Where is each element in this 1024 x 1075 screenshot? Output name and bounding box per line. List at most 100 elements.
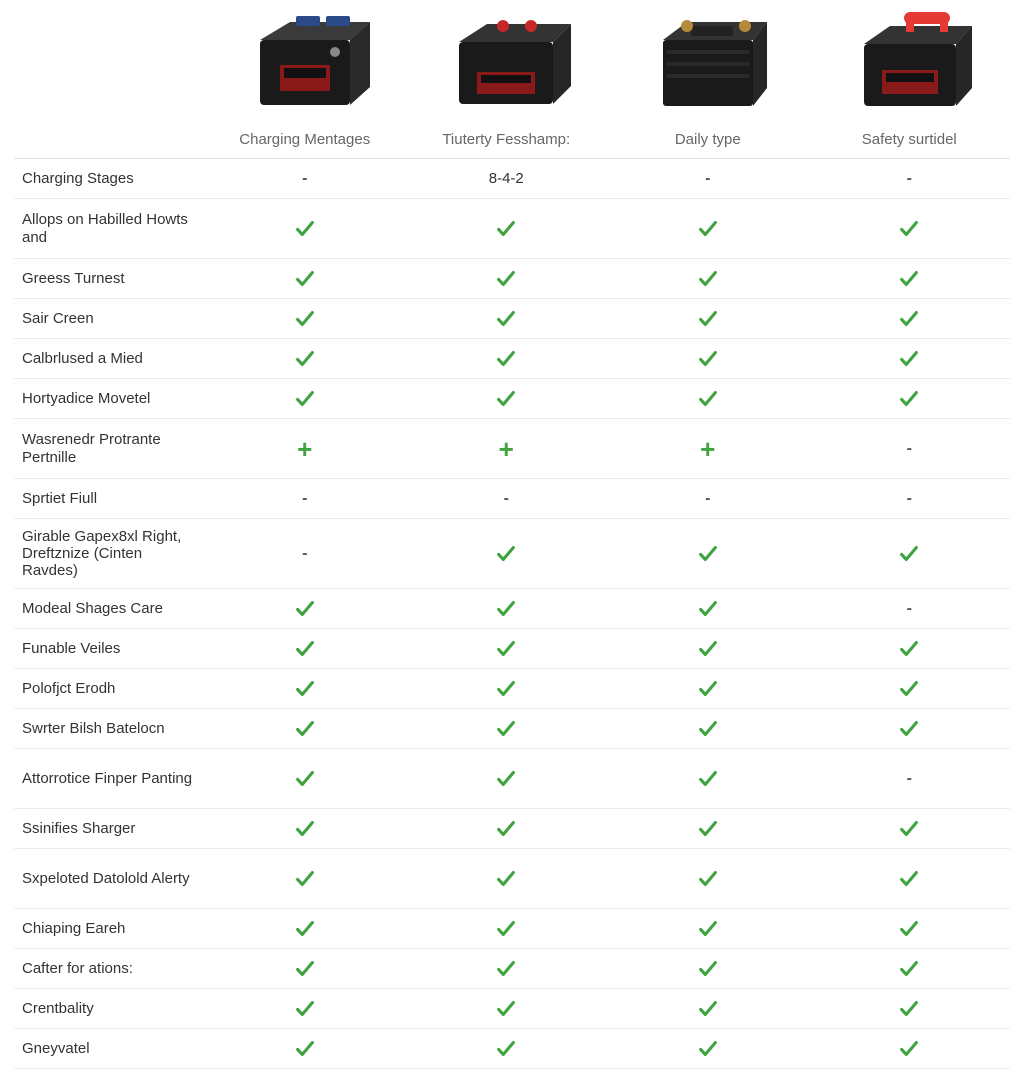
check-icon — [294, 218, 316, 240]
check-icon — [898, 868, 920, 890]
check-icon — [898, 388, 920, 410]
check-icon — [898, 268, 920, 290]
feature-label: Polofjct Erodh — [14, 669, 204, 709]
product-image-row — [14, 6, 1010, 127]
cell — [607, 949, 809, 989]
cell: - — [809, 479, 1011, 519]
table-row: Funable Veiles — [14, 629, 1010, 669]
check-icon — [898, 818, 920, 840]
cell — [607, 199, 809, 259]
cell — [204, 709, 406, 749]
check-icon — [495, 718, 517, 740]
dash-icon: - — [907, 440, 912, 458]
cell — [809, 849, 1011, 909]
check-icon — [294, 598, 316, 620]
cell — [204, 199, 406, 259]
col-header-2: Tiuterty Fesshamp: — [406, 127, 608, 159]
table-row: Calbrlused a Mied — [14, 339, 1010, 379]
cell — [607, 519, 809, 589]
dash-icon: - — [907, 770, 912, 788]
check-icon — [495, 218, 517, 240]
check-icon — [697, 308, 719, 330]
dash-icon: - — [705, 490, 710, 508]
cell: - — [204, 519, 406, 589]
check-icon — [495, 268, 517, 290]
product-image-2 — [406, 6, 608, 127]
dash-icon: - — [302, 490, 307, 508]
plus-icon: + — [297, 436, 312, 462]
check-icon — [898, 638, 920, 660]
table-row: Gneyvatel — [14, 1029, 1010, 1069]
cell — [204, 849, 406, 909]
cell — [406, 629, 608, 669]
cell: - — [204, 479, 406, 519]
check-icon — [697, 598, 719, 620]
cell — [204, 1029, 406, 1069]
check-icon — [898, 998, 920, 1020]
table-row: Wasrenedr Protrante Pertnille+++- — [14, 419, 1010, 479]
cell — [406, 989, 608, 1029]
feature-label: Charging Stages — [14, 159, 204, 199]
cell — [406, 809, 608, 849]
table-row: Chiaping Eareh — [14, 909, 1010, 949]
cell — [607, 1029, 809, 1069]
cell — [809, 299, 1011, 339]
feature-label: Sxpeloted Datolold Alerty — [14, 849, 204, 909]
table-row: Ssinifies Sharger — [14, 809, 1010, 849]
dash-icon: - — [907, 490, 912, 508]
cell — [607, 849, 809, 909]
dash-icon: - — [907, 170, 912, 188]
check-icon — [495, 388, 517, 410]
check-icon — [898, 308, 920, 330]
check-icon — [697, 768, 719, 790]
table-row: Charging Stages-8-4-2-- — [14, 159, 1010, 199]
check-icon — [898, 1038, 920, 1060]
cell — [607, 709, 809, 749]
check-icon — [898, 348, 920, 370]
feature-label: Greess Turnest — [14, 259, 204, 299]
cell — [204, 299, 406, 339]
cell — [607, 809, 809, 849]
cell — [607, 749, 809, 809]
check-icon — [495, 818, 517, 840]
check-icon — [697, 918, 719, 940]
table-body: Charging Stages-8-4-2--Allops on Habille… — [14, 159, 1010, 1069]
check-icon — [898, 678, 920, 700]
check-icon — [697, 818, 719, 840]
check-icon — [697, 543, 719, 565]
cell — [406, 259, 608, 299]
check-icon — [495, 543, 517, 565]
cell — [607, 989, 809, 1029]
table-row: Hortyadice Movetel — [14, 379, 1010, 419]
table-row: Attorrotice Finper Panting- — [14, 749, 1010, 809]
cell — [809, 519, 1011, 589]
cell — [406, 339, 608, 379]
check-icon — [294, 998, 316, 1020]
cell — [406, 199, 608, 259]
table-row: Allops on Habilled Howts and — [14, 199, 1010, 259]
check-icon — [697, 638, 719, 660]
cell: + — [406, 419, 608, 479]
cell — [607, 629, 809, 669]
cell — [607, 909, 809, 949]
cell — [809, 989, 1011, 1029]
check-icon — [697, 718, 719, 740]
check-icon — [495, 638, 517, 660]
table-row: Sxpeloted Datolold Alerty — [14, 849, 1010, 909]
cell — [607, 589, 809, 629]
cell: - — [809, 589, 1011, 629]
header-row: Charging Mentages Tiuterty Fesshamp: Dai… — [14, 127, 1010, 159]
plus-icon: + — [700, 436, 715, 462]
cell — [809, 949, 1011, 989]
cell — [406, 379, 608, 419]
check-icon — [294, 918, 316, 940]
feature-label: Sair Creen — [14, 299, 204, 339]
check-icon — [294, 818, 316, 840]
cell — [406, 589, 608, 629]
check-icon — [294, 638, 316, 660]
cell — [204, 809, 406, 849]
col-header-4: Safety surtidel — [809, 127, 1011, 159]
check-icon — [495, 1038, 517, 1060]
cell — [809, 629, 1011, 669]
feature-label: Modeal Shages Care — [14, 589, 204, 629]
